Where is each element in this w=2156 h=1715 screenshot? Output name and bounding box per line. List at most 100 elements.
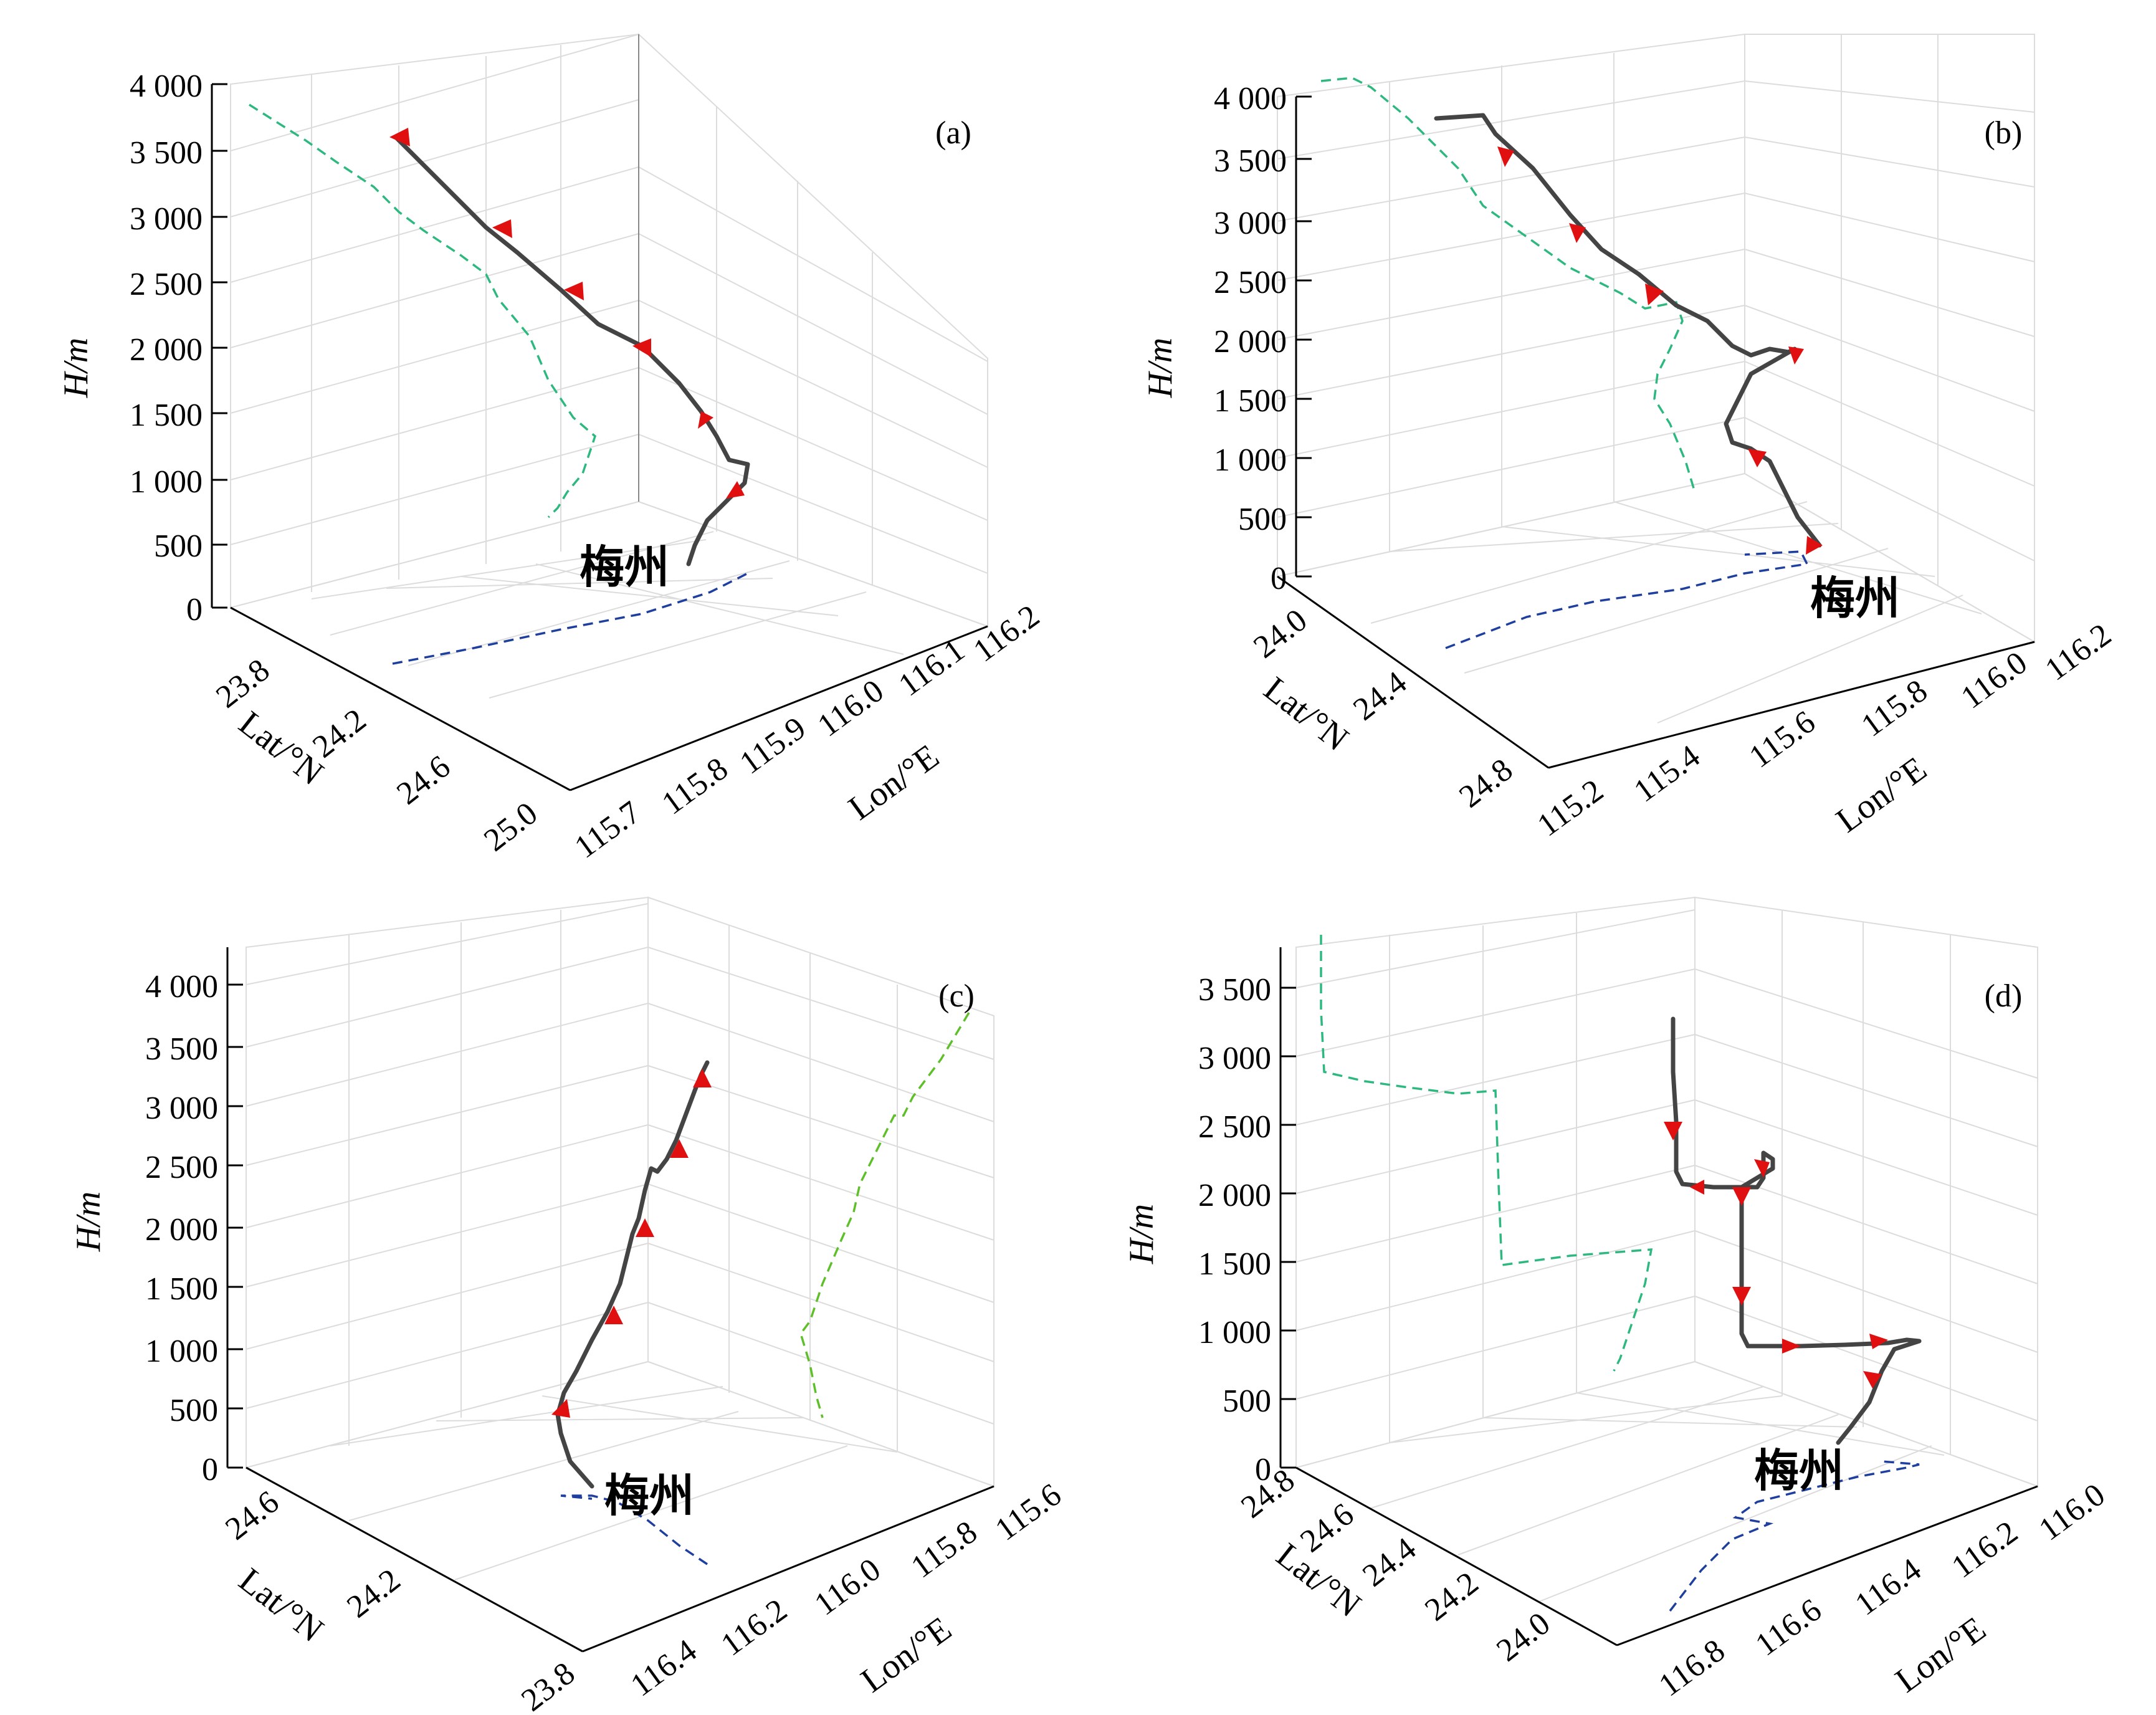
arrow-marker [492, 219, 512, 238]
panel-b-z-ticks: 0 500 1 000 1 500 2 000 2 500 3 000 3 50… [1214, 81, 1312, 596]
z-tick-label: 3 500 [145, 1031, 218, 1067]
panel-b-axes [1277, 97, 2035, 769]
z-tick-label: 3 000 [1214, 206, 1287, 241]
panel-d-axes [1279, 947, 2038, 1646]
z-tick-label: 2 000 [1214, 324, 1287, 360]
z-tick-label: 500 [154, 528, 203, 564]
arrow-marker [726, 481, 745, 499]
arrow-marker [636, 1218, 654, 1237]
z-tick-label: 1 500 [1198, 1246, 1271, 1282]
z-tick-label: 1 500 [1214, 383, 1287, 419]
lat-tick-label: 24.2 [1418, 1565, 1485, 1628]
z-tick-label: 1 000 [1214, 442, 1287, 478]
lat-tick-label: 24.0 [1247, 603, 1314, 666]
z-tick-label: 0 [202, 1452, 218, 1488]
lon-tick-label: 115.4 [1628, 738, 1707, 810]
lon-tick-label: 115.7 [568, 795, 647, 866]
panel-d-lon-ticks: 116.8 116.6 116.4 116.2 116.0 [1653, 1477, 2112, 1704]
z-axis-title: H/m [1122, 1204, 1161, 1264]
arrow-marker [1732, 1187, 1751, 1206]
lon-tick-label: 115.2 [1531, 773, 1610, 844]
projection-lat-lon [1669, 1460, 1920, 1612]
lon-tick-label: 116.0 [808, 1552, 887, 1623]
z-tick-label: 0 [1255, 1452, 1271, 1488]
arrow-marker [632, 338, 651, 357]
lon-axis-title: Lon/°E [1889, 1610, 1993, 1701]
z-axis-title: H/m [57, 338, 95, 398]
z-tick-label: 2 000 [130, 332, 203, 368]
z-tick-label: 4 000 [130, 69, 203, 104]
lat-axis-title: Lat/°N [232, 1560, 331, 1650]
projection-lat-lon [392, 572, 748, 665]
city-label: 梅州 [1754, 1445, 1844, 1497]
z-tick-label: 2 500 [145, 1150, 218, 1185]
lat-tick-label: 24.6 [219, 1484, 285, 1547]
trajectory [555, 1060, 710, 1489]
trajectory [1671, 1016, 1922, 1445]
panel-c: 0 500 1 000 1 500 2 000 2 500 3 000 3 50… [69, 896, 1068, 1715]
z-tick-label: 0 [186, 592, 203, 628]
projection-lon-h [799, 1012, 970, 1418]
arrow-marker [604, 1306, 623, 1324]
arrow-marker [1754, 1159, 1770, 1178]
lon-tick-label: 116.2 [715, 1592, 794, 1663]
z-tick-label: 500 [1238, 502, 1287, 537]
lon-axis-title: Lon/°E [842, 737, 947, 828]
z-tick-label: 4 000 [1214, 81, 1287, 117]
z-tick-label: 1 000 [1198, 1315, 1271, 1350]
lat-tick-label: 23.8 [515, 1656, 581, 1715]
lon-tick-label: 116.0 [2033, 1477, 2112, 1548]
lon-axis-title: Lon/°E [854, 1610, 959, 1701]
city-label: 梅州 [604, 1469, 694, 1522]
lat-tick-label: 24.8 [1452, 752, 1519, 815]
lon-axis-title: Lon/°E [1829, 750, 1934, 841]
trajectory [393, 135, 750, 566]
lon-tick-label: 115.8 [905, 1514, 984, 1585]
lon-tick-label: 115.8 [656, 751, 735, 822]
lat-tick-label: 24.4 [1347, 665, 1413, 728]
panel-label: (c) [938, 978, 975, 1014]
lon-tick-label: 116.6 [1749, 1592, 1828, 1663]
z-tick-label: 2 500 [130, 267, 203, 302]
lat-tick-label: 24.0 [1490, 1606, 1557, 1669]
z-tick-label: 1 000 [145, 1334, 218, 1369]
z-tick-label: 500 [1223, 1383, 1271, 1419]
lon-tick-label: 116.1 [892, 633, 971, 704]
lon-tick-label: 115.6 [989, 1477, 1068, 1548]
lon-tick-label: 116.2 [2039, 617, 2118, 688]
z-tick-label: 1 500 [130, 398, 203, 433]
lat-tick-label: 25.0 [477, 796, 544, 859]
arrow-marker [1782, 1339, 1801, 1354]
lon-tick-label: 116.0 [1955, 645, 2034, 716]
lon-tick-label: 116.2 [967, 598, 1046, 669]
arrow-marker [1497, 146, 1514, 167]
panel-a-grid [229, 32, 990, 791]
z-tick-label: 2 000 [1198, 1178, 1271, 1213]
z-tick-label: 2 000 [145, 1212, 218, 1248]
panel-a-z-ticks: 0 500 1 000 1 500 2 000 2 500 3 000 3 50… [130, 69, 227, 628]
arrow-marker [1869, 1334, 1888, 1349]
panel-d-z-ticks: 0 500 1 000 1 500 2 000 2 500 3 000 3 50… [1198, 972, 1296, 1488]
z-tick-label: 3 500 [1198, 972, 1271, 1008]
panel-c-grid [244, 896, 996, 1653]
z-tick-label: 0 [1271, 561, 1287, 596]
z-tick-label: 2 500 [1214, 265, 1287, 300]
z-tick-label: 4 000 [145, 969, 218, 1005]
lat-tick-label: 24.6 [390, 749, 457, 812]
lat-tick-label: 24.8 [1234, 1463, 1301, 1526]
lon-tick-label: 116.4 [1849, 1552, 1928, 1623]
arrow-marker [1645, 284, 1664, 305]
lat-tick-label: 24.4 [1356, 1531, 1423, 1594]
z-tick-label: 500 [169, 1393, 218, 1428]
trajectory-arrows [551, 1069, 712, 1418]
panel-c-axes [226, 947, 995, 1653]
panel-d-grid [1294, 896, 2039, 1646]
lon-tick-label: 116.0 [811, 673, 890, 744]
arrow-marker [1732, 1287, 1751, 1306]
panel-c-z-ticks: 0 500 1 000 1 500 2 000 2 500 3 000 3 50… [145, 969, 243, 1488]
z-axis-title: H/m [69, 1192, 108, 1252]
z-tick-label: 3 000 [130, 201, 203, 237]
arrow-marker [1748, 449, 1767, 467]
arrow-marker [389, 128, 410, 146]
arrow-marker [1690, 1180, 1704, 1195]
